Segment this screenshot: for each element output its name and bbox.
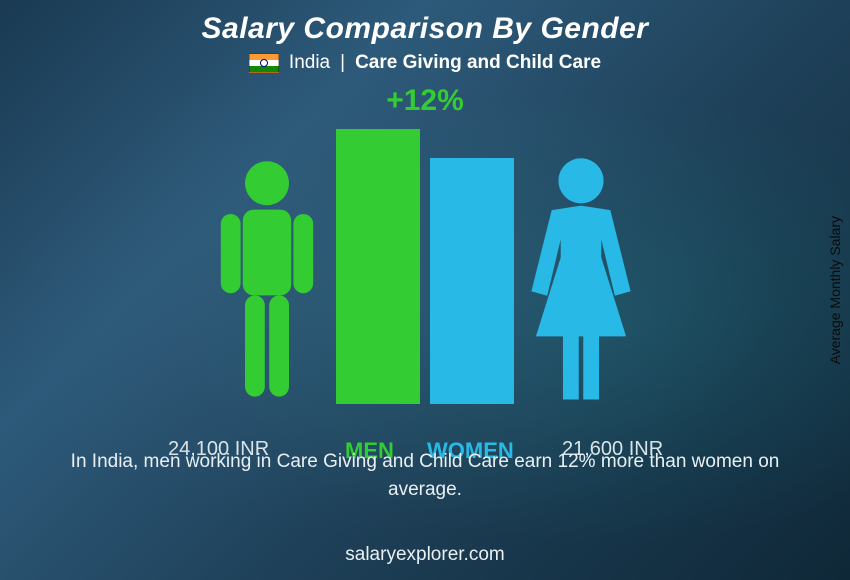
men-bar — [336, 129, 420, 404]
footer-source: salaryexplorer.com — [0, 544, 850, 566]
description-text: In India, men working in Care Giving and… — [0, 448, 850, 503]
women-bar — [430, 158, 514, 404]
side-label-container: Average Monthly Salary — [820, 0, 850, 580]
header: Salary Comparison By Gender India | Care… — [0, 0, 850, 74]
country-label: India — [289, 52, 330, 74]
separator: | — [340, 52, 345, 74]
y-axis-label: Average Monthly Salary — [827, 216, 843, 364]
subtitle: India | Care Giving and Child Care — [0, 52, 850, 74]
chart-area: +12% 24,100 INR MEN WOMEN 21,600 INR — [0, 84, 850, 444]
female-figure-icon — [522, 156, 640, 404]
page-title: Salary Comparison By Gender — [0, 12, 850, 46]
male-figure-icon — [212, 156, 322, 404]
category-label: Care Giving and Child Care — [355, 52, 601, 74]
percentage-label: +12% — [386, 84, 464, 118]
india-flag-icon — [249, 53, 279, 73]
